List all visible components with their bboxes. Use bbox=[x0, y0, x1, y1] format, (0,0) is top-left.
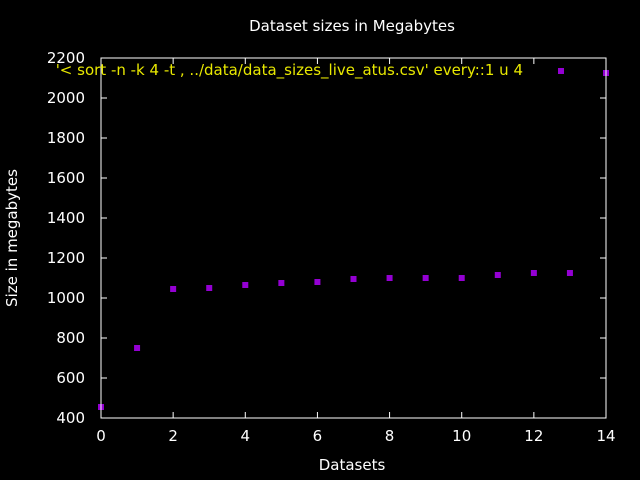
data-point bbox=[206, 285, 213, 291]
y-tick-label: 1000 bbox=[47, 289, 85, 307]
y-tick-label: 600 bbox=[56, 369, 85, 387]
data-point bbox=[278, 280, 285, 286]
x-tick-label: 4 bbox=[241, 427, 251, 445]
x-tick-label: 6 bbox=[313, 427, 323, 445]
data-point bbox=[134, 345, 141, 351]
data-point bbox=[170, 286, 177, 292]
data-point bbox=[530, 270, 537, 276]
legend: '< sort -n -k 4 -t , ../data/data_sizes_… bbox=[56, 61, 564, 80]
y-tick-label: 2200 bbox=[47, 49, 85, 67]
data-point bbox=[566, 270, 573, 276]
y-tick-label: 1800 bbox=[47, 129, 85, 147]
data-point bbox=[242, 282, 249, 288]
x-tick-label: 8 bbox=[385, 427, 395, 445]
x-tick-label: 2 bbox=[168, 427, 178, 445]
legend-label: '< sort -n -k 4 -t , ../data/data_sizes_… bbox=[56, 61, 523, 80]
chart-title: Dataset sizes in Megabytes bbox=[249, 17, 455, 35]
data-point bbox=[386, 275, 393, 281]
y-tick-label: 1600 bbox=[47, 169, 85, 187]
x-tick-label: 12 bbox=[524, 427, 543, 445]
legend-marker bbox=[558, 68, 564, 74]
y-axis-label: Size in megabytes bbox=[3, 169, 21, 307]
x-tick-label: 10 bbox=[452, 427, 471, 445]
data-points bbox=[98, 70, 609, 410]
data-point bbox=[314, 279, 321, 285]
y-tick-label: 2000 bbox=[47, 89, 85, 107]
y-tick-label: 1200 bbox=[47, 249, 85, 267]
data-point bbox=[494, 272, 501, 278]
data-point bbox=[350, 276, 357, 282]
x-tick-label: 14 bbox=[596, 427, 615, 445]
y-tick-label: 400 bbox=[56, 409, 85, 427]
y-tick-label: 1400 bbox=[47, 209, 85, 227]
plot-frame bbox=[100, 57, 607, 419]
y-tick-label: 800 bbox=[56, 329, 85, 347]
x-axis-label: Datasets bbox=[319, 456, 386, 474]
x-tick-label: 0 bbox=[96, 427, 106, 445]
data-point bbox=[422, 275, 429, 281]
data-point bbox=[458, 275, 465, 281]
